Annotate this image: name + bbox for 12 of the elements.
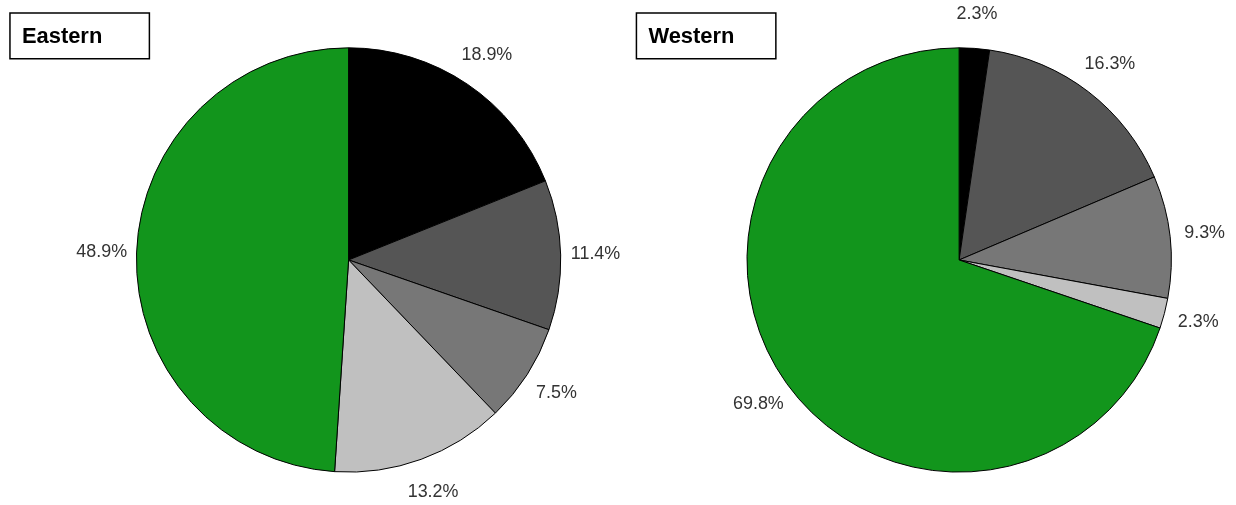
data-label: 11.4%	[570, 243, 621, 264]
data-label: 2.3%	[1177, 311, 1219, 332]
data-label: 7.5%	[536, 382, 577, 403]
data-label: 16.3%	[1084, 53, 1136, 74]
data-label: 2.3%	[956, 2, 998, 23]
text: Western	[648, 22, 735, 48]
data-label: 69.8%	[732, 392, 784, 413]
chart-title: Eastern	[21, 22, 103, 48]
data-label: 18.9%	[461, 44, 513, 65]
data-label: 13.2%	[407, 481, 459, 502]
data-label: 48.9%	[76, 240, 128, 261]
data-label: 9.3%	[1184, 221, 1226, 242]
